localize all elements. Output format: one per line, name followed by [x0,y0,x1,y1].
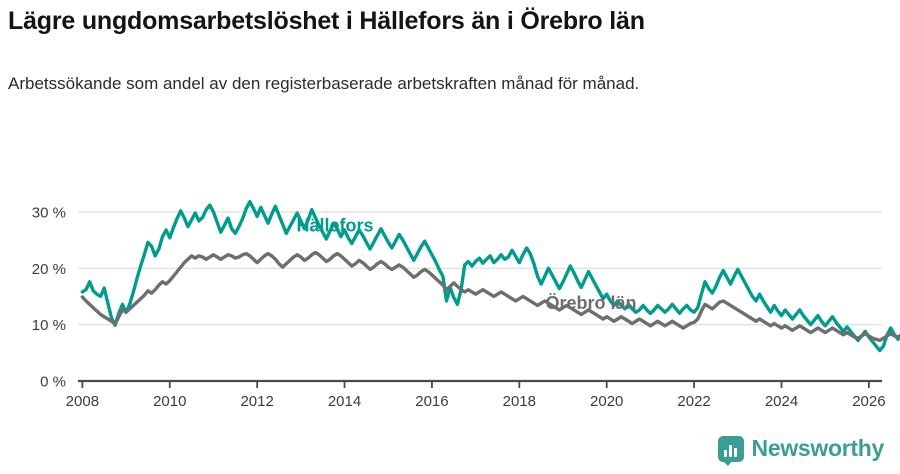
y-tick-label: 0 % [40,374,66,391]
brand-name: Newsworthy [751,435,885,461]
x-tick-label: 2026 [852,393,885,410]
x-tick-label: 2016 [415,393,448,410]
x-tick-label: 2012 [240,393,273,410]
page-title: Lägre ungdomsarbetslöshet i Hällefors än… [8,7,645,35]
series-annotation-label: Hällefors [296,216,373,236]
y-tick-label: 30 % [32,204,66,221]
x-tick-label: 2020 [590,393,623,410]
y-tick-label: 20 % [32,261,66,278]
x-tick-label: 2008 [66,393,99,410]
logo-bars [724,444,738,457]
y-tick-label: 10 % [32,317,66,334]
x-tick-label: 2014 [328,393,361,410]
bar-chart-bubble-icon [717,435,744,466]
x-tick-label: 2024 [765,393,798,410]
x-tick-label: 2018 [503,393,536,410]
newsworthy-logo: Newsworthy [717,435,885,466]
page-subtitle: Arbetssökande som andel av den registerb… [8,74,640,93]
series-annotation-label: Örebro län [546,293,637,313]
series-line [80,250,900,343]
x-tick-label: 2022 [677,393,710,410]
series-line [80,200,900,353]
x-tick-label: 2010 [153,393,186,410]
